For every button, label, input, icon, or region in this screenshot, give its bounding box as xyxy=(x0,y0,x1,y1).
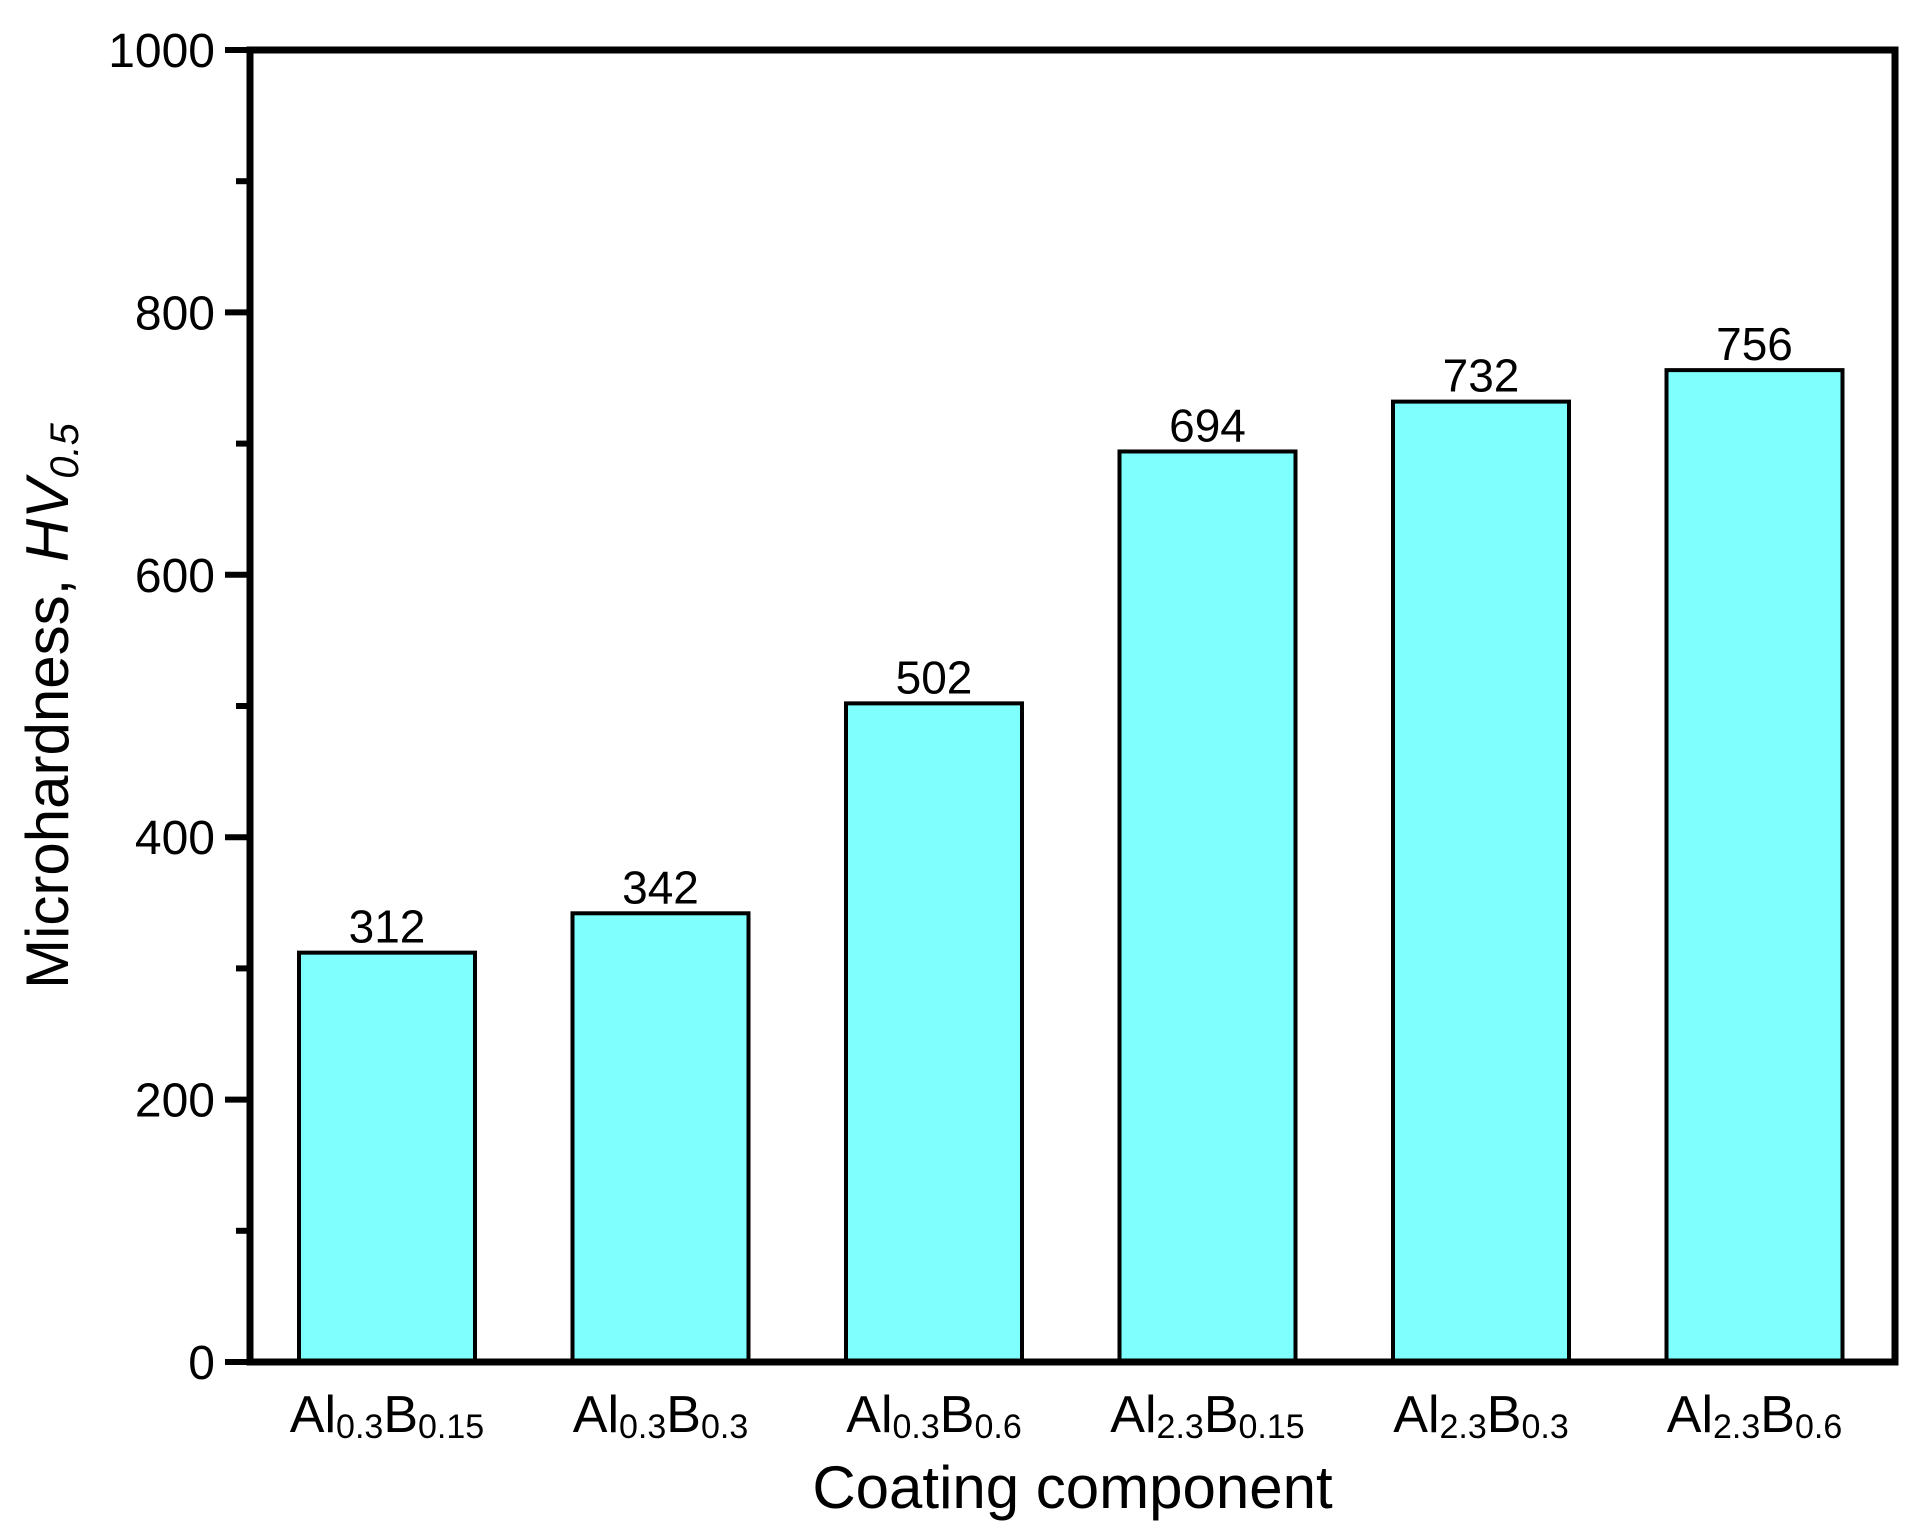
y-tick-label: 800 xyxy=(135,287,215,340)
bar-Al2.3B0.15 xyxy=(1117,449,1298,1364)
bars-layer xyxy=(297,368,1845,1365)
data-label-Al0.3B0.3: 342 xyxy=(622,861,699,913)
x-axis-title: Coating component xyxy=(812,1454,1333,1521)
y-tick-label: 1000 xyxy=(108,25,215,78)
x-tick-label-Al2.3B0.15: Al2.3B0.15 xyxy=(1110,1386,1304,1446)
plot-frame xyxy=(246,46,1899,1366)
bar-Al2.3B0.6 xyxy=(1664,368,1845,1364)
data-label-Al2.3B0.15: 694 xyxy=(1169,399,1246,451)
y-tick-label: 600 xyxy=(135,550,215,603)
data-label-Al2.3B0.3: 732 xyxy=(1443,350,1520,402)
data-label-Al2.3B0.6: 756 xyxy=(1716,318,1793,370)
y-tick-label: 200 xyxy=(135,1075,215,1128)
data-label-Al0.3B0.15: 312 xyxy=(349,901,426,953)
x-tick-label-Al0.3B0.3: Al0.3B0.3 xyxy=(573,1386,748,1446)
y-axis-title-text: Microhardness, xyxy=(14,562,81,989)
x-tick-label-Al0.3B0.15: Al0.3B0.15 xyxy=(290,1386,484,1446)
x-tick-label-Al0.3B0.6: Al0.3B0.6 xyxy=(846,1386,1021,1446)
data-labels-layer: 312 342 502 694 732 756 xyxy=(349,318,1793,953)
bar-Al2.3B0.3 xyxy=(1391,399,1571,1364)
bar-Al0.3B0.6 xyxy=(844,701,1024,1364)
bar-Al0.3B0.15 xyxy=(297,950,477,1364)
y-axis-title-subscript: 0.5 xyxy=(43,422,87,478)
data-label-Al0.3B0.6: 502 xyxy=(896,651,973,703)
x-axis-tick-labels: Al0.3B0.15 Al0.3B0.3 Al0.3B0.6 Al2.3B0.15 Al… xyxy=(290,1386,1842,1446)
y-tick-label: 400 xyxy=(135,812,215,865)
x-tick-label-Al2.3B0.6: Al2.3B0.6 xyxy=(1667,1386,1842,1446)
y-axis-title-hv: HV xyxy=(14,474,81,562)
bar-Al0.3B0.3 xyxy=(570,911,751,1365)
y-tick-label: 0 xyxy=(188,1337,215,1390)
y-axis-ticks xyxy=(225,47,250,1365)
y-axis-tick-labels: 0 200 400 600 800 1000 xyxy=(108,25,215,1390)
y-axis-title: Microhardness, HV0.5 xyxy=(14,422,87,989)
x-tick-label-Al2.3B0.3: Al2.3B0.3 xyxy=(1393,1386,1568,1446)
